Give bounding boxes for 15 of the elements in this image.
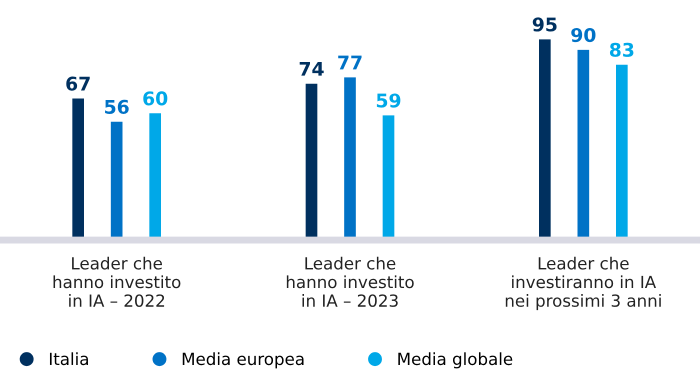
data-label: 77 bbox=[338, 56, 362, 70]
data-label: 90 bbox=[571, 28, 596, 42]
data-label: 83 bbox=[610, 42, 634, 57]
data-label: 74 bbox=[300, 62, 324, 76]
x-tick-label: Leader che hanno investito in IA – 2022 bbox=[54, 256, 180, 307]
legend-label: Media globale bbox=[398, 352, 512, 368]
legend-label: Italia bbox=[50, 352, 88, 366]
data-label: 67 bbox=[66, 76, 90, 91]
x-tick-label: Leader che investiranno in IA nei prossimi 3 anni bbox=[506, 256, 661, 310]
data-label: 95 bbox=[532, 17, 557, 32]
data-label: 60 bbox=[143, 91, 168, 106]
legend-label: Media europea bbox=[182, 352, 304, 368]
x-tick-label: Leader che hanno investito in IA – 2023 bbox=[286, 256, 414, 307]
data-label: 56 bbox=[105, 100, 129, 114]
data-label: 59 bbox=[376, 93, 400, 108]
